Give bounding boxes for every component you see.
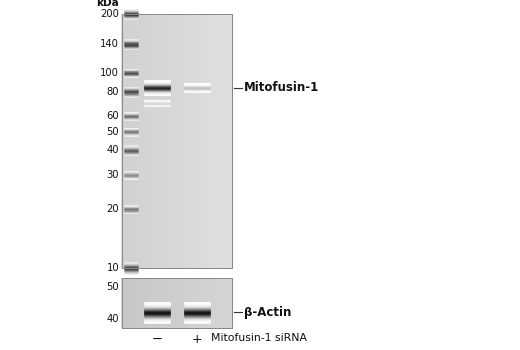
Text: 30: 30 [107,170,119,180]
Text: kDa: kDa [96,0,119,8]
Text: 200: 200 [100,9,119,19]
Text: 20: 20 [107,204,119,214]
Text: 40: 40 [107,314,119,324]
Text: β-Actin: β-Actin [244,306,291,319]
Bar [122,14,232,268]
Text: −: − [151,333,163,346]
Text: 50: 50 [107,127,119,136]
Text: Mitofusin-1: Mitofusin-1 [244,81,319,94]
Text: 40: 40 [107,146,119,155]
Text: 10: 10 [107,263,119,273]
Text: 80: 80 [107,87,119,97]
Text: 140: 140 [100,39,119,49]
Text: 50: 50 [107,282,119,292]
Text: 60: 60 [107,111,119,121]
Bar [122,278,232,328]
Bar [122,278,232,328]
Text: Mitofusin-1 siRNA: Mitofusin-1 siRNA [211,333,307,343]
Text: +: + [192,333,202,346]
Text: 100: 100 [100,68,119,78]
Bar [122,14,232,268]
